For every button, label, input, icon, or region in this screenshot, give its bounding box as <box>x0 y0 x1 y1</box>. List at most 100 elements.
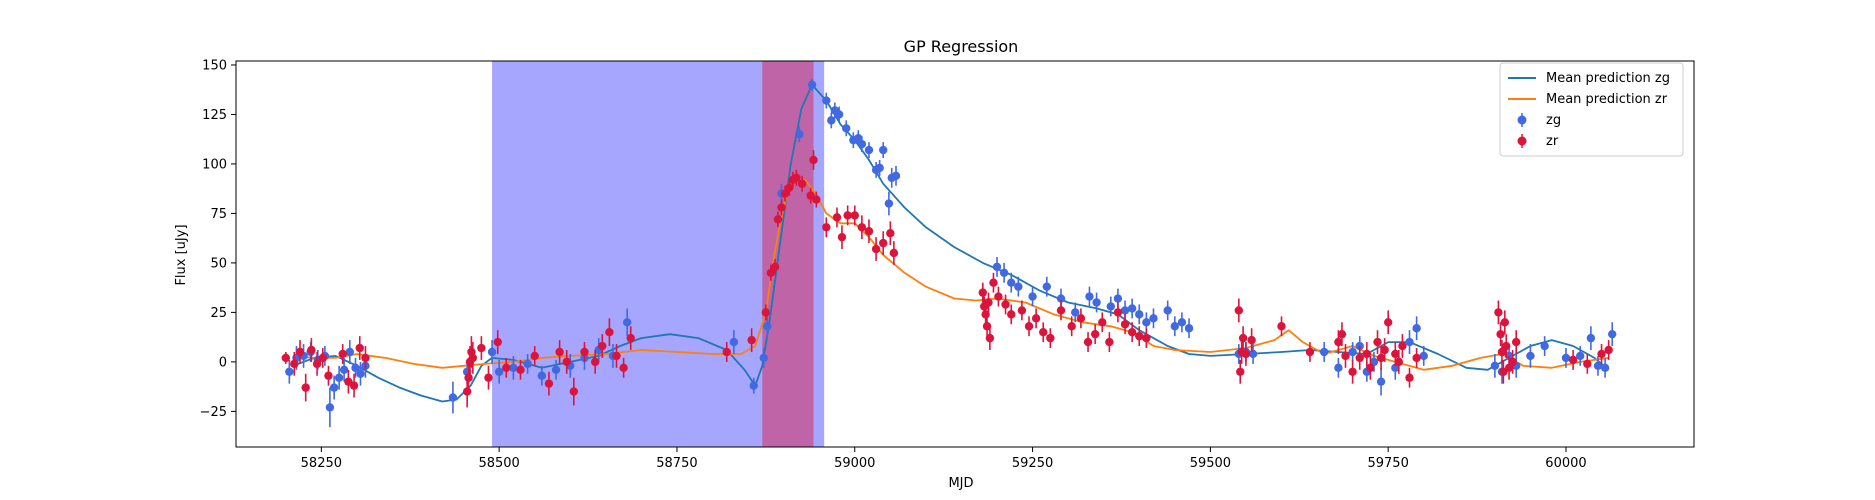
data-point-zg <box>1490 353 1500 378</box>
marker-zr <box>792 173 801 182</box>
marker-zr <box>1031 314 1041 323</box>
data-point-zr <box>989 272 998 293</box>
marker-zg <box>827 116 836 125</box>
data-point-zr <box>1234 298 1244 323</box>
data-point-zg <box>1405 330 1414 354</box>
marker-zg <box>1014 282 1023 291</box>
y-tick-label: 25 <box>210 306 227 321</box>
data-point-zr <box>1236 359 1245 384</box>
data-point-zg <box>1085 286 1094 307</box>
data-point-zr <box>886 221 895 246</box>
marker-zr <box>1597 349 1606 359</box>
legend-label-mean-zr: Mean prediction zr <box>1546 92 1668 107</box>
marker-zr <box>1337 329 1347 339</box>
marker-zg <box>448 393 458 402</box>
data-point-zg <box>329 375 339 400</box>
data-markers <box>281 78 1617 428</box>
marker-zr <box>1391 349 1400 359</box>
data-point-zr <box>1398 334 1407 358</box>
data-point-zr <box>832 207 842 228</box>
data-point-zr <box>1076 308 1086 329</box>
marker-zg <box>494 367 504 376</box>
data-point-zr <box>1031 308 1041 329</box>
marker-zg <box>1376 377 1386 386</box>
marker-zr <box>761 308 771 317</box>
y-tick-label: −25 <box>200 405 227 420</box>
marker-zg <box>551 365 561 374</box>
data-point-zr <box>1366 355 1375 380</box>
data-point-zr <box>747 328 756 352</box>
data-point-zr <box>612 344 621 368</box>
data-point-zg <box>1127 298 1137 319</box>
marker-zr <box>1508 357 1517 367</box>
data-point-zr <box>516 359 525 380</box>
data-point-zg <box>857 136 867 153</box>
marker-zr <box>1113 308 1123 317</box>
data-point-zr <box>1497 340 1507 364</box>
marker-zr <box>747 335 756 345</box>
shaded-region-1 <box>762 61 814 447</box>
data-point-zg <box>1170 316 1180 337</box>
data-point-zr <box>985 326 995 351</box>
legend: Mean prediction zg Mean prediction zr zg… <box>1499 62 1684 157</box>
data-point-zr <box>338 344 347 364</box>
marker-zr <box>822 223 831 232</box>
data-point-zg <box>1149 308 1158 329</box>
marker-zg <box>1007 278 1016 287</box>
marker-zg <box>1576 351 1585 361</box>
data-point-zg <box>1561 348 1571 368</box>
marker-zg <box>1142 318 1151 327</box>
y-tick-label: 150 <box>202 58 227 73</box>
marker-zr <box>1500 318 1510 327</box>
marker-zr <box>562 357 571 367</box>
marker-zg <box>999 268 1009 278</box>
marker-zr <box>1238 333 1248 343</box>
data-point-zr <box>530 346 539 366</box>
data-point-zr <box>324 365 333 386</box>
marker-zr <box>770 262 780 272</box>
data-point-zg <box>1593 355 1603 376</box>
data-point-zr <box>1135 326 1144 347</box>
marker-zr <box>864 227 874 236</box>
marker-zr <box>580 347 589 357</box>
data-point-zg <box>1608 322 1617 347</box>
marker-zr <box>1056 306 1066 315</box>
data-point-zg <box>487 340 497 364</box>
data-point-zr <box>1380 338 1389 362</box>
marker-zg <box>1170 322 1180 331</box>
data-point-zg <box>879 142 888 158</box>
legend-box <box>1499 62 1684 157</box>
data-point-zr <box>598 334 607 358</box>
data-point-zr <box>797 175 807 192</box>
data-point-zg <box>339 357 349 382</box>
marker-zr <box>989 278 998 287</box>
marker-zr <box>1497 347 1507 357</box>
data-point-zr <box>850 205 859 226</box>
marker-zg <box>356 369 365 378</box>
data-point-zg <box>1163 300 1172 321</box>
x-tick-label: 59750 <box>1367 456 1408 471</box>
data-point-zg <box>1412 316 1421 341</box>
data-point-zr <box>477 336 486 360</box>
data-point-zg <box>1586 326 1596 351</box>
marker-zr <box>1394 357 1404 367</box>
marker-zr <box>850 211 859 220</box>
data-point-zr <box>812 191 821 208</box>
marker-zr <box>349 381 359 390</box>
data-point-zg <box>807 78 817 91</box>
marker-zr <box>1234 306 1244 315</box>
marker-zr <box>1496 329 1505 339</box>
marker-zg <box>759 353 768 363</box>
marker-zr <box>1362 349 1372 359</box>
data-point-zr <box>502 357 511 378</box>
marker-zg <box>864 145 874 155</box>
marker-zg <box>339 365 349 374</box>
data-point-zr <box>1583 353 1592 374</box>
data-point-zr <box>468 342 478 374</box>
marker-zr <box>290 359 299 369</box>
marker-zr <box>785 183 794 192</box>
marker-zg <box>537 371 547 380</box>
marker-zg <box>1092 298 1101 307</box>
marker-zr <box>1067 322 1076 331</box>
marker-zr <box>777 203 786 212</box>
